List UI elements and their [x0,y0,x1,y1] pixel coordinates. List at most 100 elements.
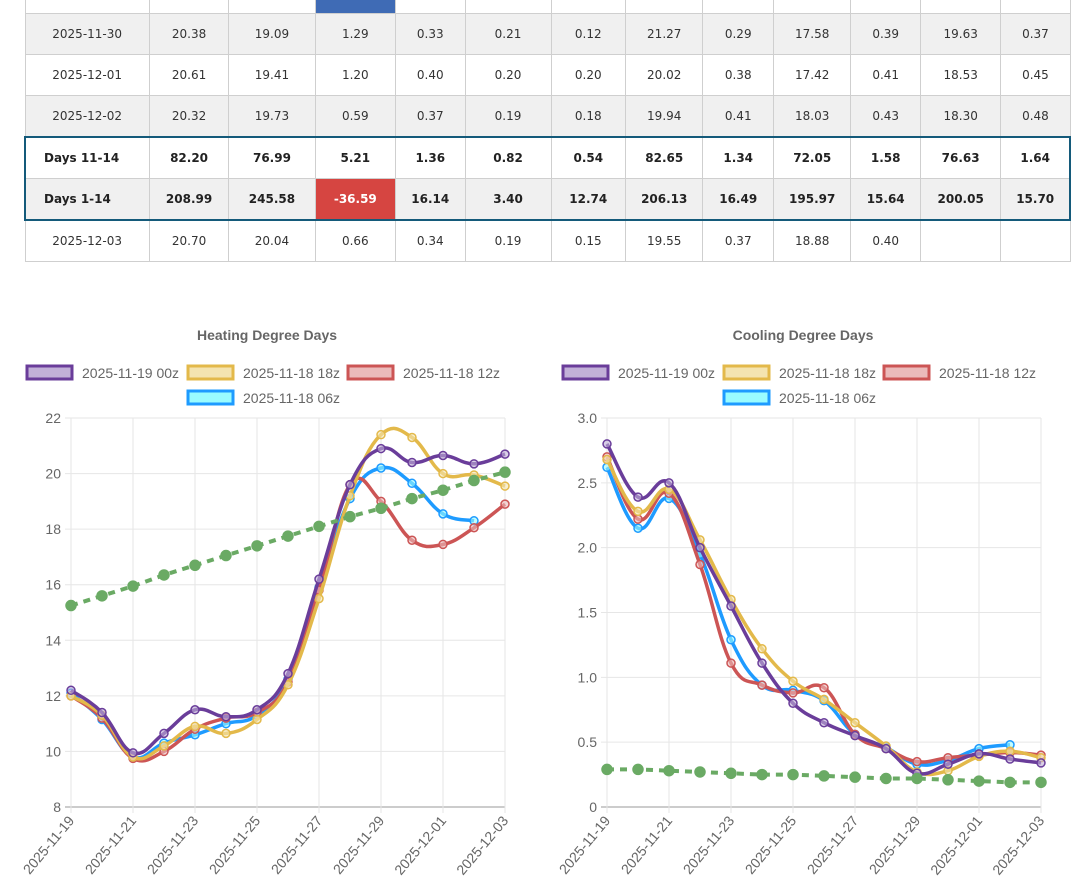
legend-item: 2025-11-18 06z [722,389,876,406]
y-tick-label: 2.0 [578,540,598,556]
data-point [190,705,200,715]
y-tick-label: 1.5 [578,605,598,621]
data-point [158,569,170,581]
legend-item: 2025-11-18 12z [346,364,500,381]
series-normal [65,466,511,612]
data-point [221,711,231,722]
data-point [818,770,830,782]
data-point [663,764,675,777]
legend-item: 2025-11-18 18z [722,364,876,381]
data-point [252,714,262,725]
legend-item: 2025-11-19 00z [25,364,179,381]
value-cell: 0.66 [314,219,397,262]
data-point [375,502,387,515]
data-point [602,439,612,449]
value-cell: 21.27 [624,13,704,55]
data-point [726,601,736,611]
value-cell [148,0,230,14]
data-point [97,707,107,718]
value-cell [919,0,1002,14]
data-point [726,634,736,645]
data-point [788,698,798,709]
x-tick-label: 2025-11-29 [330,812,388,877]
data-point [438,468,448,479]
x-tick-label: 2025-11-27 [804,812,862,877]
data-point [943,759,953,769]
table-row: 2025-12-03 20.70 20.04 0.66 0.34 0.19 0.15 19.5… [24,219,1071,262]
data-point [313,520,325,533]
value-cell: 20.04 [228,219,316,262]
legend-swatch [722,389,771,406]
data-point [220,549,232,562]
value-cell [1000,219,1071,262]
data-point [283,668,293,679]
y-tick-label: 18 [45,521,61,537]
series-line [69,465,475,760]
data-point [500,499,510,509]
value-cell: 0.19 [464,95,552,138]
degree-days-table: 2025-11-30 20.38 19.09 1.29 0.33 0.21 0.12 21.2… [23,0,1071,262]
value-cell: 15.64 [850,178,921,221]
data-point [407,535,417,546]
row-label-cell: 2025-12-01 [24,54,150,96]
data-point [1036,758,1046,768]
data-point [756,768,768,781]
data-point [788,688,798,698]
y-tick-label: 14 [45,632,61,648]
y-tick-label: 0 [589,799,597,815]
data-point [974,749,984,759]
data-point [1035,776,1047,789]
legend-swatch [25,364,74,381]
value-cell: 20.70 [148,219,230,262]
value-cell: 0.12 [550,13,626,55]
data-point [500,449,510,459]
data-point [664,478,674,488]
value-cell [702,0,774,14]
value-cell: 20.02 [624,54,704,96]
x-tick-label: 2025-11-25 [206,812,264,877]
data-point [819,717,829,728]
data-point [376,463,386,473]
value-cell: 20.32 [148,95,230,138]
value-cell [624,0,704,14]
legend-label: 2025-11-18 18z [243,365,340,381]
value-cell: 0.29 [702,13,774,55]
grid [65,417,506,813]
value-cell: 0.48 [1000,95,1071,138]
data-point [314,593,324,604]
value-cell: 206.13 [624,178,704,221]
hdd-chart: Heating Degree Days 2025-11-19 00z 2025-11… [0,320,540,895]
value-cell [464,0,552,14]
data-point [788,676,798,686]
y-tick-label: 20 [45,466,61,482]
data-point [345,479,355,490]
series-2025-11-19-00z [66,443,510,758]
value-cell: 5.21 [314,136,397,179]
value-cell: 19.63 [919,13,1002,55]
data-point [602,454,612,465]
data-point [159,728,169,739]
x-tick-label: 2025-12-01 [927,812,985,877]
y-tick-label: 1.0 [578,669,598,685]
value-cell [1000,0,1071,14]
value-cell: 3.40 [464,178,552,221]
value-cell: 0.37 [1000,13,1071,55]
value-cell: 17.58 [772,13,852,55]
x-tick-label: 2025-11-25 [742,812,800,877]
value-cell: 200.05 [919,178,1002,221]
y-tick-label: 0.5 [578,734,598,750]
legend-swatch [346,364,395,381]
value-cell: 1.29 [314,13,397,55]
data-point [942,774,954,786]
data-point [438,450,448,461]
series-2025-11-18-06z [602,462,1015,769]
data-point [127,580,139,592]
data-point [633,523,643,533]
data-point [406,492,418,505]
data-point [251,540,263,552]
value-cell: 0.43 [850,95,921,138]
value-cell: 76.63 [919,136,1002,179]
data-point [407,432,417,443]
value-cell: 18.88 [772,219,852,262]
value-cell: 0.39 [850,13,921,55]
